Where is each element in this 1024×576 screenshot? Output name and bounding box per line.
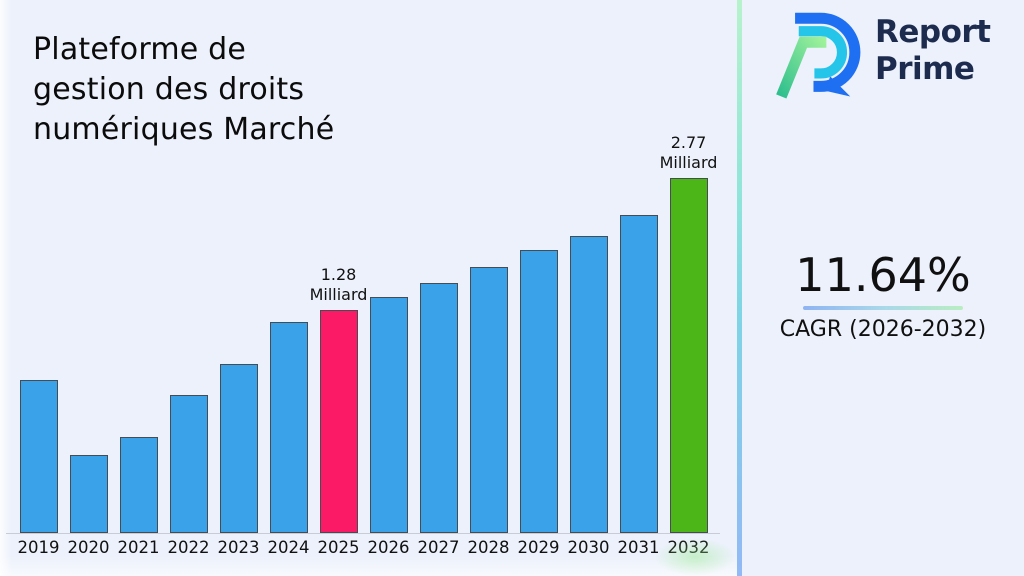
value-label-2025: 1.28 Milliard — [309, 265, 368, 304]
bar-2023 — [219, 364, 258, 533]
bar-2032 — [669, 178, 708, 533]
page-title: Plateforme de gestion des droits numériq… — [33, 32, 335, 148]
bar-2021 — [119, 437, 158, 533]
market-bar-chart: Plateforme de gestion des droits numériq… — [0, 0, 737, 576]
cagr-underline — [803, 306, 963, 310]
bar-2027 — [419, 283, 458, 533]
x-tick-2019: 2019 — [17, 538, 60, 557]
bar-2022 — [169, 395, 208, 533]
x-axis-line — [6, 533, 720, 534]
x-tick-2032: 2032 — [664, 538, 714, 557]
cagr-block: 11.64% CAGR (2026-2032) — [742, 250, 1024, 342]
bottom-glow — [0, 556, 737, 576]
report-prime-logo-icon — [776, 12, 861, 99]
x-tick-2020: 2020 — [67, 538, 110, 557]
green-glow — [655, 538, 735, 576]
x-tick-2030: 2030 — [567, 538, 610, 557]
summary-panel: Report Prime 11.64% CAGR (2026-2032) — [742, 0, 1024, 576]
brand-word-report: Report — [875, 14, 991, 50]
value-label-2032: 2.77 Milliard — [659, 133, 718, 172]
x-tick-2027: 2027 — [417, 538, 460, 557]
vertical-gradient-divider — [737, 0, 742, 576]
x-tick-2021: 2021 — [117, 538, 160, 557]
bar-2026 — [369, 297, 408, 533]
bar-2028 — [469, 267, 508, 533]
cagr-value: 11.64% — [795, 248, 971, 302]
brand-word-prime: Prime — [875, 51, 975, 87]
bar-2031 — [619, 215, 658, 533]
x-tick-2029: 2029 — [517, 538, 560, 557]
x-tick-2028: 2028 — [467, 538, 510, 557]
bar-2019 — [19, 380, 58, 533]
cagr-label: CAGR (2026-2032) — [779, 317, 987, 342]
report-prime-logo: Report Prime — [773, 10, 991, 102]
bar-2025 — [319, 310, 358, 533]
x-tick-2023: 2023 — [217, 538, 260, 557]
x-tick-2031: 2031 — [617, 538, 660, 557]
x-tick-2026: 2026 — [367, 538, 410, 557]
report-prime-logo-text: Report Prime — [875, 14, 991, 88]
x-tick-2025: 2025 — [317, 538, 360, 557]
left-edge-glow — [0, 0, 12, 576]
bar-2029 — [519, 250, 558, 533]
x-tick-2024: 2024 — [267, 538, 310, 557]
x-tick-2022: 2022 — [167, 538, 210, 557]
bar-2024 — [269, 322, 308, 533]
bar-2020 — [69, 455, 108, 533]
bar-2030 — [569, 236, 608, 533]
